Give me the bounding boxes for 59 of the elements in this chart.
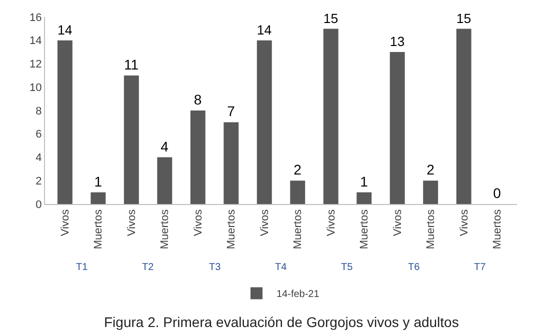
bar bbox=[224, 122, 239, 204]
data-label: 8 bbox=[194, 92, 202, 108]
text: T3 bbox=[209, 262, 222, 273]
data-label: 1 bbox=[94, 173, 102, 190]
y-tick-label: 6 bbox=[36, 128, 42, 141]
bar bbox=[423, 180, 438, 204]
text: T1 bbox=[76, 262, 88, 273]
data-label: 15 bbox=[456, 10, 472, 26]
x-tick-label: Muertos bbox=[226, 208, 238, 250]
data-label: 14 bbox=[57, 22, 72, 38]
bar bbox=[290, 180, 306, 204]
x-tick-label: Vivos bbox=[325, 208, 338, 236]
x-tick-label: Muertos bbox=[358, 208, 371, 250]
y-tick-label: 10 bbox=[30, 82, 42, 94]
x-tick-label: Vivos bbox=[60, 208, 72, 236]
data-label: 4 bbox=[160, 138, 169, 154]
bar bbox=[90, 192, 106, 204]
x-tick-label: Muertos bbox=[425, 208, 438, 250]
text: T5 bbox=[341, 262, 354, 273]
y-tick-label: 4 bbox=[36, 152, 42, 164]
y-tick-label: 12 bbox=[30, 58, 42, 71]
data-label: 14 bbox=[256, 22, 272, 38]
data-label: 7 bbox=[227, 103, 236, 120]
x-tick-label: Vivos bbox=[258, 208, 271, 236]
bar bbox=[157, 157, 172, 204]
x-tick-label: Vivos bbox=[458, 208, 470, 236]
x-tick-label: Vivos bbox=[126, 208, 138, 236]
x-tick-label: Muertos bbox=[159, 208, 172, 250]
bar bbox=[256, 40, 272, 204]
data-label: 2 bbox=[426, 162, 435, 178]
text: T7 bbox=[474, 262, 486, 273]
bar bbox=[124, 75, 139, 204]
x-tick-label: Muertos bbox=[492, 208, 504, 250]
y-tick-label: 0 bbox=[36, 198, 42, 211]
y-tick-label: 2 bbox=[36, 175, 42, 188]
text: T2 bbox=[142, 262, 154, 273]
x-tick-label: Vivos bbox=[192, 208, 204, 236]
x-tick-label: Muertos bbox=[292, 208, 304, 250]
bar bbox=[356, 192, 372, 204]
data-label: 0 bbox=[493, 185, 502, 201]
bar bbox=[323, 28, 338, 204]
text: T4 bbox=[275, 262, 288, 273]
bar bbox=[190, 110, 206, 204]
data-label: 15 bbox=[323, 10, 338, 26]
data-label: 11 bbox=[124, 56, 139, 72]
y-tick-label: 16 bbox=[30, 12, 42, 24]
bar bbox=[390, 52, 405, 204]
x-tick-label: Vivos bbox=[392, 208, 404, 236]
text: Figura 2. Primera evaluación de Gorgojos vivos y adultos bbox=[104, 314, 459, 330]
data-label: 1 bbox=[360, 173, 368, 190]
text: T6 bbox=[408, 262, 420, 273]
y-tick-label: 14 bbox=[30, 35, 42, 48]
bar bbox=[57, 40, 72, 204]
legend-label: 14-feb-21 bbox=[276, 289, 320, 300]
x-tick-label: Muertos bbox=[92, 208, 105, 250]
bar bbox=[456, 28, 472, 204]
data-label: 13 bbox=[390, 34, 405, 50]
data-label: 2 bbox=[294, 162, 302, 178]
y-tick-label: 8 bbox=[36, 105, 42, 118]
